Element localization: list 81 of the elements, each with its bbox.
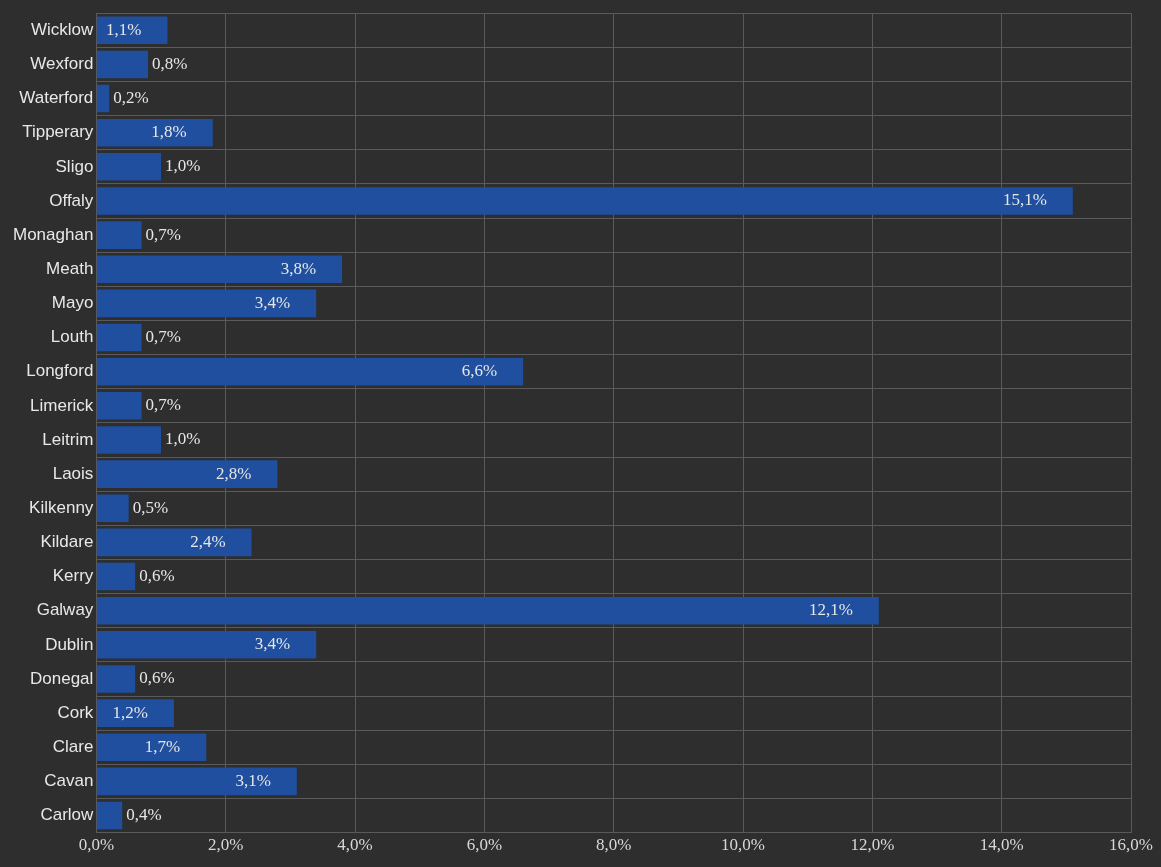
- y-tick-label: Cavan: [44, 771, 94, 791]
- y-tick-label: Carlow: [40, 805, 95, 825]
- y-tick-label: Kilkenny: [29, 497, 94, 517]
- data-label: 0,7%: [145, 395, 182, 415]
- y-tick-label: Leitrim: [42, 429, 94, 449]
- bar: [96, 50, 149, 79]
- y-tick-label: Tipperary: [22, 122, 94, 142]
- bar: [96, 392, 142, 420]
- data-label: 0,6%: [139, 566, 175, 586]
- data-label: 3,8%: [280, 258, 317, 278]
- data-label: 12,1%: [808, 600, 853, 620]
- y-tick-label: Galway: [36, 600, 94, 620]
- bar: [96, 118, 213, 147]
- y-tick-label: Meath: [46, 258, 94, 278]
- y-tick-label: Monaghan: [13, 224, 94, 244]
- y-tick-label: Clare: [52, 736, 94, 756]
- y-tick-label: Laois: [52, 463, 94, 483]
- x-tick-label: 16,0%: [1109, 835, 1153, 855]
- data-label: 1,8%: [151, 122, 187, 142]
- y-tick-label: Kildare: [40, 532, 94, 552]
- y-tick-label: Limerick: [30, 395, 94, 415]
- data-label: 0,7%: [145, 224, 182, 244]
- bar: [96, 528, 252, 557]
- bar: [96, 631, 317, 659]
- bar: [96, 289, 317, 318]
- bar: [96, 84, 110, 113]
- data-label: 0,7%: [145, 327, 182, 347]
- y-tick-label: Mayo: [51, 293, 94, 313]
- data-label: 3,4%: [254, 634, 291, 654]
- bar: [96, 16, 168, 45]
- x-tick-label: 2,0%: [207, 835, 244, 855]
- data-label: 2,4%: [190, 531, 226, 551]
- y-tick-label: Donegal: [30, 668, 94, 688]
- data-label: 1,0%: [165, 156, 201, 176]
- bar: [96, 801, 123, 830]
- data-label: 15,1%: [1002, 190, 1047, 210]
- data-label: 3,1%: [235, 770, 271, 790]
- bar: [96, 460, 278, 488]
- bar: [96, 494, 129, 523]
- y-tick-label: Dublin: [45, 634, 94, 654]
- bar: [96, 596, 879, 625]
- y-tick-label: Kerry: [52, 566, 94, 586]
- x-tick-label: 6,0%: [466, 835, 503, 855]
- bar: [96, 665, 136, 693]
- x-tick-label: 0,0%: [78, 835, 115, 855]
- data-label: 1,1%: [106, 19, 142, 39]
- y-tick-label: Cork: [57, 702, 94, 722]
- data-label: 1,2%: [112, 702, 148, 722]
- y-tick-label: Wicklow: [31, 19, 95, 39]
- data-label: 0,4%: [126, 805, 162, 824]
- x-tick-label: 8,0%: [595, 835, 632, 855]
- bar: [96, 699, 174, 727]
- x-tick-label: 12,0%: [850, 835, 895, 855]
- bar: [96, 153, 162, 181]
- bar: [96, 733, 207, 762]
- data-label: 0,5%: [132, 497, 169, 517]
- bar: [96, 426, 162, 454]
- data-label: 3,4%: [254, 292, 291, 312]
- y-tick-label: Offaly: [49, 190, 94, 210]
- y-tick-label: Louth: [50, 327, 94, 347]
- bar: [96, 323, 142, 352]
- bar: [96, 221, 142, 249]
- bar: [96, 255, 343, 284]
- bar: [96, 767, 297, 796]
- data-label: 0,8%: [152, 53, 188, 73]
- y-tick-label: Wexford: [30, 54, 94, 74]
- y-tick-label: Waterford: [19, 88, 94, 108]
- data-label: 1,0%: [165, 429, 201, 449]
- data-label: 1,7%: [144, 736, 181, 756]
- x-tick-label: 10,0%: [721, 835, 765, 855]
- x-tick-label: 14,0%: [979, 835, 1024, 855]
- bar: [96, 187, 1073, 215]
- y-tick-label: Sligo: [55, 156, 94, 176]
- data-label: 6,6%: [461, 361, 498, 381]
- data-label: 2,8%: [216, 463, 252, 483]
- data-label: 0,2%: [113, 88, 149, 108]
- bar: [96, 357, 524, 386]
- y-tick-label: Longford: [26, 361, 94, 381]
- bar: [96, 562, 136, 591]
- x-tick-label: 4,0%: [337, 835, 373, 855]
- data-label: 0,6%: [139, 668, 175, 688]
